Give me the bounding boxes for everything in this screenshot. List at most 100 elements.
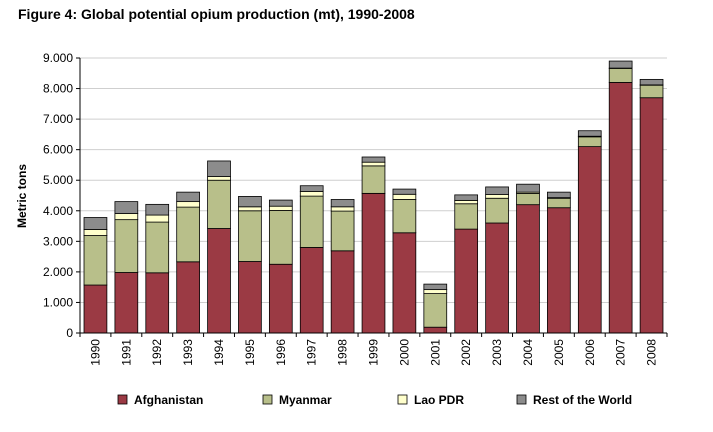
bar-segment-lao-pdr [207, 176, 231, 181]
bar-segment-myanmar [454, 203, 479, 230]
bar-segment-rest-of-the-world [392, 188, 417, 195]
bar-stack-1995 [238, 196, 262, 334]
bar-segment-myanmar [516, 192, 540, 206]
x-tick-label: 1999 [367, 339, 381, 366]
bar-segment-afghanistan [145, 272, 170, 334]
bar-segment-myanmar [145, 221, 170, 274]
bar-segment-lao-pdr [268, 205, 293, 211]
bar-segment-afghanistan [176, 261, 200, 334]
bar-segment-myanmar [485, 197, 509, 224]
y-tick-label: 5.000 [43, 173, 73, 187]
x-tick-label: 1995 [243, 339, 257, 366]
bar-segment-rest-of-the-world [207, 160, 231, 177]
bar-segment-myanmar [330, 210, 355, 252]
bar-segment-myanmar [83, 235, 108, 286]
bar-stack-2000 [392, 188, 417, 334]
bar-stack-2006 [577, 130, 602, 334]
x-tick-label: 2001 [428, 339, 442, 366]
bar-stack-1994 [207, 160, 231, 334]
x-tick-label: 1990 [88, 339, 102, 366]
bar-segment-myanmar [361, 165, 386, 194]
legend-label: Rest of the World [533, 393, 632, 407]
bar-segment-myanmar [299, 195, 324, 248]
bar-segment-lao-pdr [114, 213, 139, 221]
bar-stack-2002 [454, 194, 479, 334]
x-tick-label: 1997 [305, 339, 319, 366]
bar-stack-2005 [547, 191, 571, 334]
bar-stack-1999 [361, 156, 386, 334]
bar-segment-lao-pdr [83, 229, 108, 236]
bar-segment-myanmar [176, 206, 200, 263]
legend-label: Afghanistan [134, 393, 203, 407]
bar-stack-2003 [485, 186, 509, 334]
x-tick-label: 2007 [614, 339, 628, 366]
bar-segment-myanmar [392, 199, 417, 234]
legend-swatch [397, 394, 408, 405]
bar-segment-lao-pdr [299, 191, 324, 197]
bar-segment-afghanistan [83, 284, 108, 334]
y-tick-labels: 0 1.000 2.000 3.000 4.000 5.000 6.000 7.000 8.00… [43, 51, 73, 340]
bar-segment-afghanistan [207, 228, 231, 334]
legend-item-afghanistan: Afghanistan [117, 393, 203, 407]
bar-segment-myanmar [207, 179, 231, 229]
bar-segment-rest-of-the-world [145, 203, 170, 216]
bar-segment-myanmar [608, 67, 633, 83]
bar-segment-afghanistan [361, 192, 386, 334]
chart-title: Figure 4: Global potential opium product… [18, 6, 415, 22]
y-axis-label: Metric tons [15, 164, 29, 228]
x-tick-label: 1998 [336, 339, 350, 366]
axes [79, 58, 667, 334]
bar-segment-afghanistan [516, 204, 540, 334]
x-tick-label: 2006 [583, 339, 597, 366]
x-tick-label: 1992 [150, 339, 164, 366]
bar-stack-1991 [114, 201, 139, 334]
bar-segment-myanmar [268, 210, 293, 265]
bar-segment-lao-pdr [454, 199, 479, 205]
bar-segment-rest-of-the-world [577, 130, 602, 137]
bar-segment-myanmar [423, 293, 448, 328]
legend-swatch [262, 394, 273, 405]
bar-segment-afghanistan [454, 228, 479, 334]
legend-item-myanmar: Myanmar [262, 393, 332, 407]
bar-segment-afghanistan [330, 250, 355, 334]
bar-segment-lao-pdr [423, 289, 448, 294]
y-tick-label: 4.000 [43, 204, 73, 218]
bar-segment-afghanistan [238, 261, 262, 334]
bar-segment-lao-pdr [145, 214, 170, 223]
bar-stack-2001 [423, 283, 448, 334]
bar-stack-2007 [608, 60, 633, 334]
y-tick-label: 1.000 [43, 295, 73, 309]
x-tick-label: 2002 [459, 339, 473, 366]
bar-stack-1997 [299, 185, 324, 334]
bar-segment-rest-of-the-world [176, 191, 200, 203]
bar-segment-lao-pdr [176, 201, 200, 208]
bar-segment-rest-of-the-world [423, 283, 448, 291]
bar-stack-2004 [516, 183, 540, 334]
bar-stack-2008 [639, 78, 664, 334]
bar-segment-myanmar [577, 136, 602, 148]
bar-segment-rest-of-the-world [330, 199, 355, 208]
bar-segment-myanmar [238, 210, 262, 262]
bar-segment-afghanistan [392, 232, 417, 334]
bar-segment-afghanistan [299, 247, 324, 334]
bar-segment-lao-pdr [361, 161, 386, 167]
bar-segment-rest-of-the-world [361, 156, 386, 163]
bar-segment-afghanistan [547, 207, 571, 334]
bar-segment-afghanistan [639, 97, 664, 334]
x-tick-label: 1993 [181, 339, 195, 366]
x-tick-label: 2008 [645, 339, 659, 366]
bar-stack-1990 [83, 217, 108, 334]
x-tick-label: 1994 [212, 339, 226, 366]
legend-item-rest-of-the-world: Rest of the World [516, 393, 632, 407]
bar-stack-1996 [268, 199, 293, 334]
bar-segment-rest-of-the-world [83, 217, 108, 230]
bar-segment-rest-of-the-world [238, 196, 262, 208]
bar-segment-afghanistan [268, 263, 293, 334]
bar-segment-afghanistan [423, 326, 448, 334]
bar-segment-myanmar [639, 84, 664, 99]
legend-label: Myanmar [279, 393, 332, 407]
bar-segment-afghanistan [577, 146, 602, 334]
bar-segment-lao-pdr [392, 193, 417, 200]
legend-label: Lao PDR [414, 393, 464, 407]
y-tick-label: 7.000 [43, 112, 73, 126]
